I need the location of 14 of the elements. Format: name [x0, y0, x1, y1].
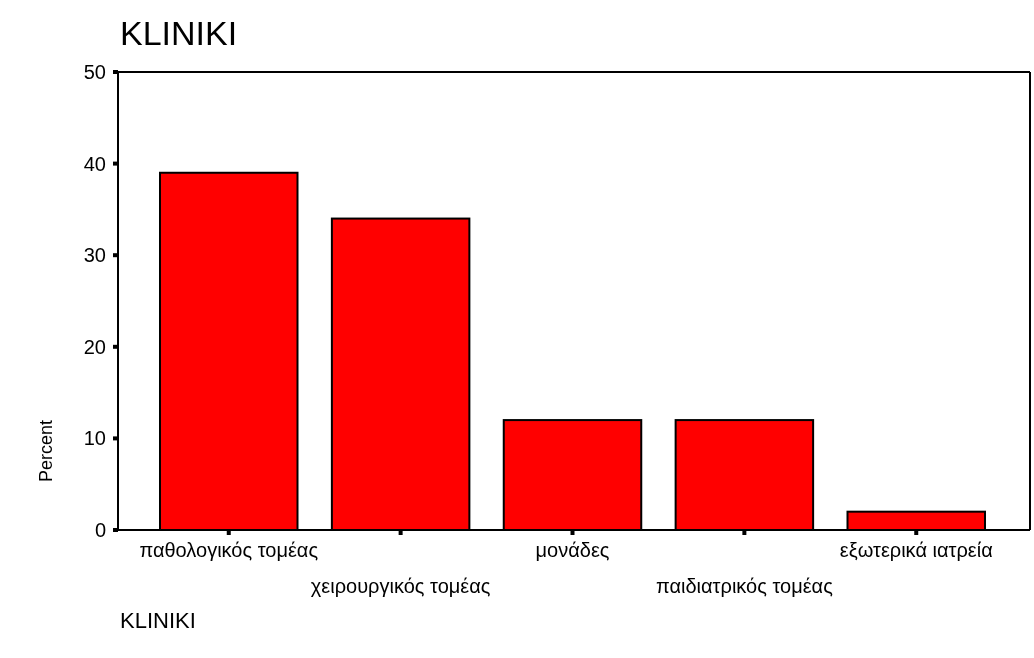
y-tick-label: 10 — [83, 427, 106, 450]
x-axis-title: KLINIKI — [120, 608, 196, 633]
y-tick-label: 30 — [83, 244, 106, 267]
x-tick-label: μονάδες — [535, 539, 610, 561]
chart-title: KLINIKI — [120, 14, 238, 52]
x-tick-label: παθολογικός τομέας — [139, 539, 319, 561]
y-tick-label: 50 — [83, 61, 106, 83]
x-tick-label: εξωτερικά ιατρεία — [839, 539, 993, 561]
x-tick-label: παιδιατρικός τομέας — [655, 575, 834, 597]
y-tick-label: 20 — [83, 335, 106, 358]
y-tick-label: 0 — [94, 519, 106, 541]
y-axis-title: Percent — [36, 419, 56, 483]
x-tick-label: χειρουργικός τομέας — [310, 575, 491, 597]
y-tick-label: 40 — [83, 152, 106, 175]
